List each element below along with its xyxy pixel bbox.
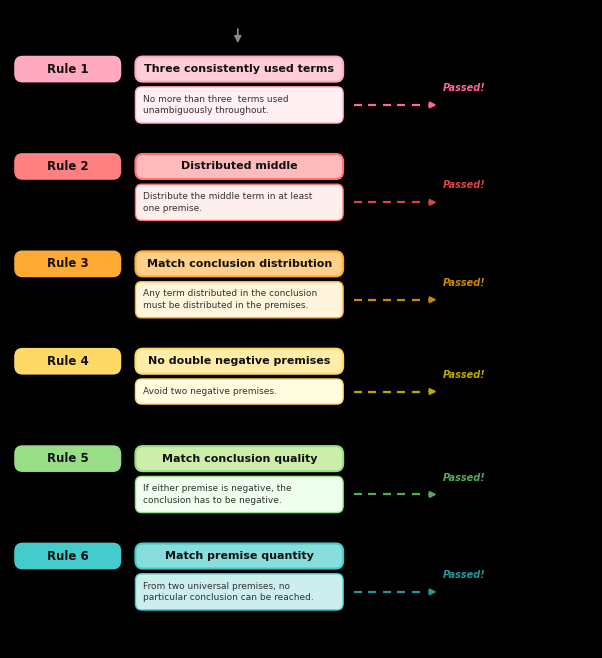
Text: Three consistently used terms: Three consistently used terms <box>144 64 334 74</box>
FancyBboxPatch shape <box>135 476 343 513</box>
FancyBboxPatch shape <box>135 87 343 123</box>
FancyBboxPatch shape <box>135 574 343 610</box>
Text: Rule 2: Rule 2 <box>47 160 88 173</box>
Text: Passed!: Passed! <box>442 570 485 580</box>
Text: Rule 6: Rule 6 <box>47 549 88 563</box>
FancyBboxPatch shape <box>135 446 343 471</box>
FancyBboxPatch shape <box>15 57 120 82</box>
Text: Passed!: Passed! <box>442 472 485 483</box>
Text: Match premise quantity: Match premise quantity <box>165 551 314 561</box>
Text: Match conclusion distribution: Match conclusion distribution <box>147 259 332 269</box>
FancyBboxPatch shape <box>15 349 120 374</box>
Text: Any term distributed in the conclusion
must be distributed in the premises.: Any term distributed in the conclusion m… <box>143 290 317 310</box>
Text: Rule 1: Rule 1 <box>47 63 88 76</box>
Text: If either premise is negative, the
conclusion has to be negative.: If either premise is negative, the concl… <box>143 484 291 505</box>
Text: From two universal premises, no
particular conclusion can be reached.: From two universal premises, no particul… <box>143 582 314 602</box>
Text: Rule 5: Rule 5 <box>47 452 88 465</box>
FancyBboxPatch shape <box>15 154 120 179</box>
Text: Passed!: Passed! <box>442 370 485 380</box>
Text: Rule 4: Rule 4 <box>47 355 88 368</box>
Text: No more than three  terms used
unambiguously throughout.: No more than three terms used unambiguou… <box>143 95 288 115</box>
FancyBboxPatch shape <box>135 251 343 276</box>
FancyBboxPatch shape <box>15 446 120 471</box>
FancyBboxPatch shape <box>135 154 343 179</box>
Text: Match conclusion quality: Match conclusion quality <box>161 453 317 464</box>
FancyBboxPatch shape <box>135 379 343 404</box>
Text: Passed!: Passed! <box>442 180 485 191</box>
Text: Passed!: Passed! <box>442 83 485 93</box>
FancyBboxPatch shape <box>135 349 343 374</box>
Text: Rule 3: Rule 3 <box>47 257 88 270</box>
FancyBboxPatch shape <box>135 544 343 569</box>
FancyBboxPatch shape <box>135 57 343 82</box>
Text: Distribute the middle term in at least
one premise.: Distribute the middle term in at least o… <box>143 192 312 213</box>
FancyBboxPatch shape <box>15 544 120 569</box>
FancyBboxPatch shape <box>135 184 343 220</box>
Text: No double negative premises: No double negative premises <box>148 356 330 367</box>
Text: Passed!: Passed! <box>442 278 485 288</box>
FancyBboxPatch shape <box>15 251 120 276</box>
Text: Avoid two negative premises.: Avoid two negative premises. <box>143 387 276 396</box>
Text: Distributed middle: Distributed middle <box>181 161 297 172</box>
FancyBboxPatch shape <box>135 282 343 318</box>
